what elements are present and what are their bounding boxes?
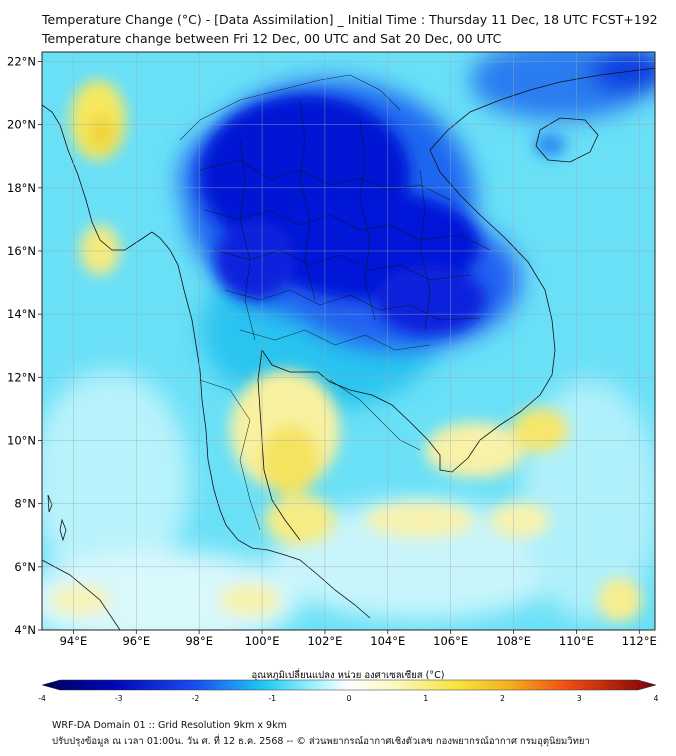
lon-tick-label: 108°E — [496, 634, 531, 648]
lon-tick-label: 102°E — [307, 634, 342, 648]
lon-tick-label: 112°E — [622, 634, 657, 648]
lon-tick-label: 104°E — [370, 634, 405, 648]
longitude-ticks: 94°E 96°E 98°E 100°E 102°E 104°E 106°E 108°E 110… — [60, 630, 657, 648]
map-subtitle: Temperature change between Fri 12 Dec, 0… — [42, 31, 502, 46]
lon-tick-label: 98°E — [185, 634, 213, 648]
lon-tick-label: 94°E — [60, 634, 88, 648]
colorbar-tick-label: 3 — [577, 694, 582, 703]
map-title: Temperature Change (°C) - [Data Assimila… — [42, 12, 658, 27]
province-borders — [179, 74, 491, 531]
colorbar-tick-label: -3 — [115, 694, 123, 703]
lat-tick-label: 8°N — [14, 497, 36, 511]
map-frame — [41, 51, 656, 631]
colorbar-label: อุณหภูมิเปลี่ยนแปลง หน่วย องศาเซลเซียส (… — [252, 668, 445, 681]
lat-tick-label: 10°N — [7, 433, 36, 447]
lat-tick-label: 20°N — [7, 118, 36, 132]
lat-tick-label: 14°N — [7, 307, 36, 321]
colorbar-tick-label: 4 — [654, 694, 659, 703]
lat-tick-label: 6°N — [14, 560, 36, 574]
lat-tick-label: 12°N — [7, 370, 36, 384]
latitude-ticks: 22°N 20°N 18°N 16°N 14°N 12°N 10°N 8°N 6°N 4°N — [7, 54, 42, 637]
colorbar-tick-label: 1 — [423, 694, 428, 703]
colorbar-tick-label: -2 — [192, 694, 200, 703]
colorbar-tick-label: 0 — [347, 694, 352, 703]
footer-domain-info: WRF-DA Domain 01 :: Grid Resolution 9km … — [52, 720, 287, 731]
colorbar-tick-label: -1 — [269, 694, 277, 703]
lat-tick-label: 16°N — [7, 244, 36, 258]
lon-tick-label: 106°E — [433, 634, 468, 648]
colorbar-ticks: -4 -3 -2 -1 0 1 2 3 4 — [38, 694, 658, 703]
map-gridlines — [42, 52, 655, 631]
lat-tick-label: 4°N — [14, 623, 36, 637]
colorbar-tick-label: -4 — [38, 694, 46, 703]
footer-credit: ปรับปรุงข้อมูล ณ เวลา 01:00น. วัน ศ. ที่… — [52, 736, 590, 747]
colorbar-tick-label: 2 — [500, 694, 505, 703]
lon-tick-label: 96°E — [122, 634, 150, 648]
temperature-field — [42, 52, 655, 630]
colorbar — [41, 679, 657, 691]
temperature-change-map: 94°E 96°E 98°E 100°E 102°E 104°E 106°E 108°E 110… — [7, 51, 659, 703]
lat-tick-label: 22°N — [7, 54, 36, 68]
coastlines — [42, 67, 655, 630]
lon-tick-label: 110°E — [559, 634, 594, 648]
lon-tick-label: 100°E — [245, 634, 280, 648]
lat-tick-label: 18°N — [7, 181, 36, 195]
